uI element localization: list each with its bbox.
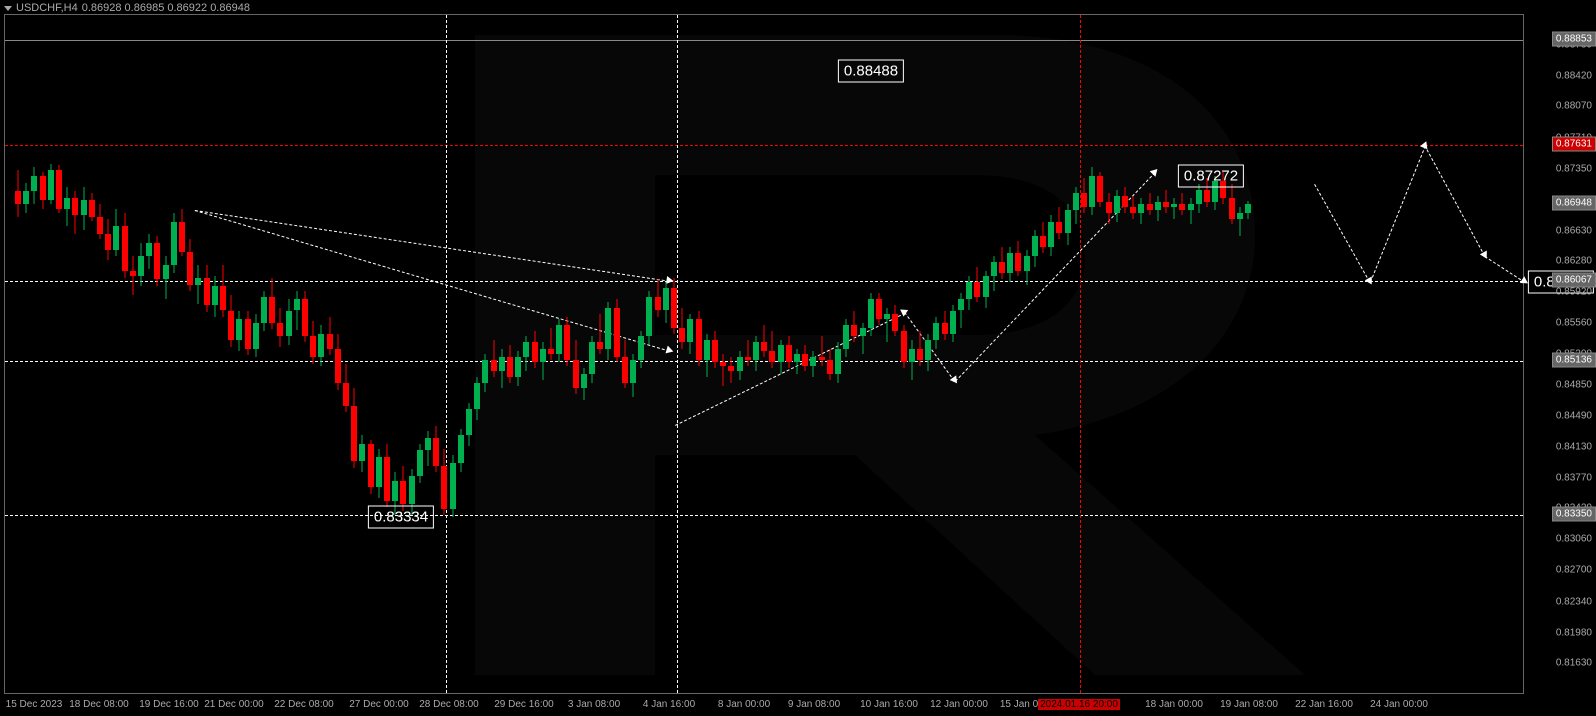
- vertical-line[interactable]: [446, 15, 447, 693]
- y-tick-label: 0.82340: [1556, 596, 1592, 607]
- y-tick-label: 0.82700: [1556, 565, 1592, 576]
- y-tick-label: 0.87350: [1556, 163, 1592, 174]
- trend-line[interactable]: [1370, 145, 1426, 282]
- y-tick-label: 0.88420: [1556, 71, 1592, 82]
- ohlc-label: 0.86928 0.86985 0.86922 0.86948: [82, 2, 250, 14]
- price-annotation[interactable]: 0.88488: [838, 60, 904, 83]
- x-tick-label: 19 Jan 08:00: [1220, 699, 1278, 710]
- price-annotation[interactable]: 0.87272: [1178, 165, 1244, 188]
- symbol-label: USDCHF,H4: [16, 2, 78, 14]
- y-price-marker: 0.86948: [1552, 196, 1596, 211]
- x-tick-label: 15 Dec 2023: [6, 699, 63, 710]
- y-tick-label: 0.81980: [1556, 627, 1592, 638]
- y-tick-label: 0.86280: [1556, 256, 1592, 267]
- y-tick-label: 0.84850: [1556, 379, 1592, 390]
- y-tick-label: 0.88070: [1556, 101, 1592, 112]
- x-tick-label: 21 Dec 00:00: [204, 699, 264, 710]
- x-tick-label: 29 Dec 16:00: [494, 699, 554, 710]
- vertical-line[interactable]: [1080, 15, 1081, 693]
- chart-header: USDCHF,H4 0.86928 0.86985 0.86922 0.8694…: [4, 2, 250, 14]
- x-tick-label: 22 Jan 16:00: [1295, 699, 1353, 710]
- horizontal-line[interactable]: [5, 361, 1523, 362]
- y-axis: 0.887800.884200.880700.877100.873500.869…: [1526, 14, 1596, 694]
- horizontal-line[interactable]: [5, 515, 1523, 516]
- x-tick-label: 3 Jan 08:00: [568, 699, 620, 710]
- trend-line[interactable]: [1314, 184, 1370, 282]
- y-tick-label: 0.83770: [1556, 472, 1592, 483]
- y-tick-label: 0.84490: [1556, 410, 1592, 421]
- x-tick-label: 4 Jan 16:00: [643, 699, 695, 710]
- y-price-marker: 0.87631: [1552, 137, 1596, 152]
- y-tick-label: 0.85560: [1556, 318, 1592, 329]
- x-tick-label: 10 Jan 16:00: [860, 699, 918, 710]
- y-price-marker: 0.85136: [1552, 352, 1596, 367]
- trend-line[interactable]: [1424, 145, 1485, 256]
- x-tick-label: 18 Dec 08:00: [69, 699, 129, 710]
- y-price-marker: 0.86067: [1552, 272, 1596, 287]
- x-tick-label: 28 Dec 08:00: [419, 699, 479, 710]
- price-annotation[interactable]: 0.83334: [368, 505, 434, 528]
- plot-area[interactable]: 0.884880.872720.860500.83334: [4, 14, 1524, 694]
- x-axis: 15 Dec 2023 18 Dec 08:00 19 Dec 16:00 21 De…: [4, 696, 1524, 710]
- x-tick-label: 24 Jan 00:00: [1370, 699, 1428, 710]
- y-tick-label: 0.84130: [1556, 441, 1592, 452]
- x-tick-label: 15 Jan 0: [1000, 699, 1038, 710]
- horizontal-line[interactable]: [5, 40, 1523, 41]
- x-tick-label: 12 Jan 00:00: [930, 699, 988, 710]
- x-tick-label: 19 Dec 16:00: [139, 699, 199, 710]
- x-tick-label: 9 Jan 08:00: [788, 699, 840, 710]
- vertical-line[interactable]: [677, 15, 678, 693]
- dropdown-icon[interactable]: [4, 6, 12, 11]
- chart-container: USDCHF,H4 0.86928 0.86985 0.86922 0.8694…: [0, 0, 1596, 716]
- y-tick-label: 0.81630: [1556, 657, 1592, 668]
- y-price-marker: 0.88853: [1552, 31, 1596, 46]
- y-tick-label: 0.85920: [1556, 287, 1592, 298]
- horizontal-line[interactable]: [5, 281, 1523, 282]
- x-tick-label: 22 Dec 08:00: [274, 699, 334, 710]
- y-price-marker: 0.83350: [1552, 507, 1596, 522]
- x-tick-label: 27 Dec 00:00: [349, 699, 409, 710]
- horizontal-line[interactable]: [5, 145, 1523, 146]
- y-tick-label: 0.86630: [1556, 225, 1592, 236]
- y-tick-label: 0.83060: [1556, 534, 1592, 545]
- x-tick-label: 8 Jan 00:00: [718, 699, 770, 710]
- watermark-logo: [475, 35, 1305, 675]
- x-tick-label: 2024.01.16 20:00: [1038, 699, 1120, 710]
- x-tick-label: 18 Jan 00:00: [1145, 699, 1203, 710]
- trend-line[interactable]: [1484, 256, 1525, 283]
